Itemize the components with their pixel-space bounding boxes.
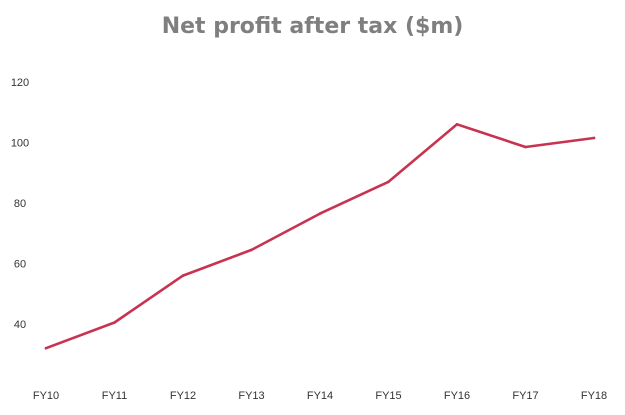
data-point — [113, 321, 116, 324]
data-point — [387, 180, 390, 184]
data-point — [524, 145, 527, 149]
data-point — [318, 212, 322, 215]
x-tick-label: FY10 — [33, 390, 59, 402]
y-tick-label: 60 — [14, 259, 26, 271]
x-tick-label: FY12 — [170, 390, 196, 402]
data-point — [44, 346, 48, 350]
x-tick-label: FY18 — [581, 390, 607, 402]
data-point — [455, 123, 459, 126]
y-tick-label: 100 — [11, 138, 29, 150]
x-tick-label: FY14 — [307, 390, 333, 402]
data-point — [250, 248, 253, 252]
y-tick-label: 40 — [14, 319, 26, 331]
x-tick-label: FY15 — [375, 390, 401, 402]
data-point — [181, 274, 185, 277]
x-tick-label: FY16 — [444, 390, 470, 402]
x-tick-label: FY13 — [238, 390, 264, 402]
x-tick-label: FY17 — [512, 390, 538, 402]
y-tick-label: 80 — [14, 198, 26, 210]
y-tick-label: 120 — [11, 77, 29, 89]
series-line — [44, 123, 596, 350]
x-tick-label: FY11 — [102, 390, 127, 402]
data-point — [592, 136, 596, 140]
chart-title: Net profit after tax ($m) — [161, 14, 464, 39]
